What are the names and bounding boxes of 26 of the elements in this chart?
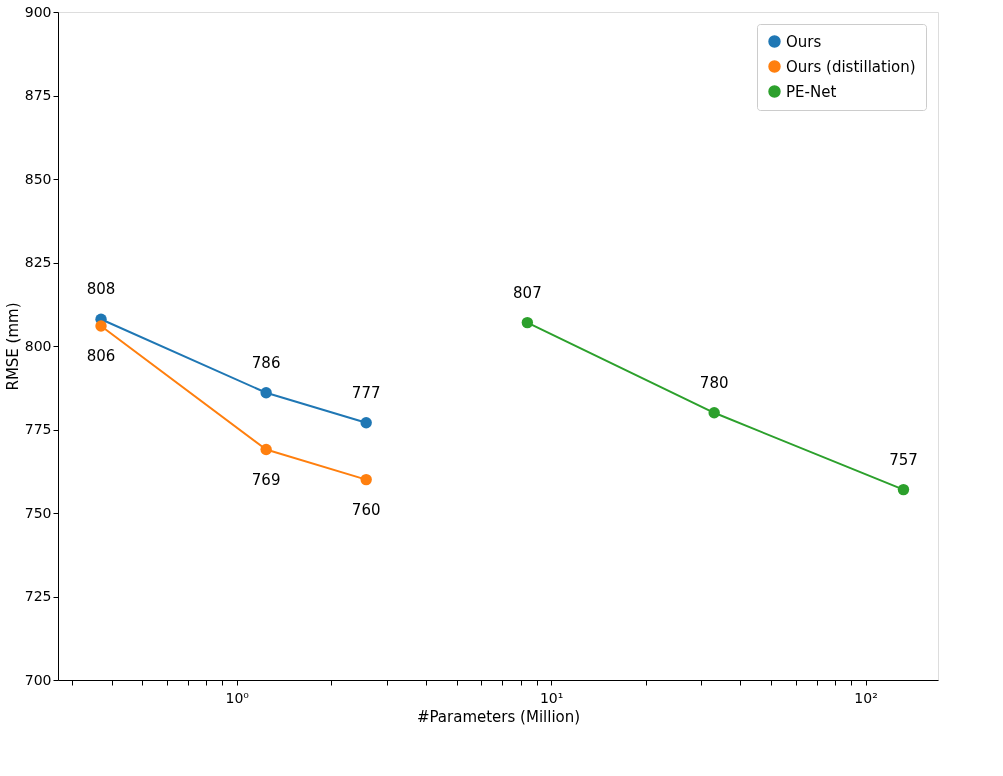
y-tick-label: 850 [24,170,52,187]
y-tick-label: 875 [24,87,52,103]
data-label: 808 [86,280,116,299]
data-label: 777 [351,383,381,402]
data-label: 806 [86,346,116,365]
x-tick-label: 10¹ [539,689,564,706]
data-label: 786 [251,353,281,372]
x-axis-title: #Parameters (Million) [416,707,581,726]
y-tick-label: 700 [24,671,52,688]
y-tick-label: 725 [24,588,52,604]
data-label: 760 [351,500,381,519]
legend-label: Ours (distillation) [786,57,916,76]
data-label: 769 [251,470,281,489]
y-tick-label: 900 [24,3,52,20]
x-tick-label: 10² [854,689,878,706]
data-label: 757 [889,450,918,469]
x-tick-label: 10⁰ [225,689,250,706]
y-tick-label: 775 [24,421,52,437]
y-axis-title: RMSE (mm) [3,302,22,391]
y-tick-label: 825 [24,254,52,270]
y-tick-label: 750 [24,504,52,521]
data-label: 807 [513,283,542,302]
legend-label: PE-Net [786,82,837,101]
y-tick-label: 800 [24,337,52,354]
data-label: 780 [699,373,729,392]
legend-label: Ours [786,32,822,51]
